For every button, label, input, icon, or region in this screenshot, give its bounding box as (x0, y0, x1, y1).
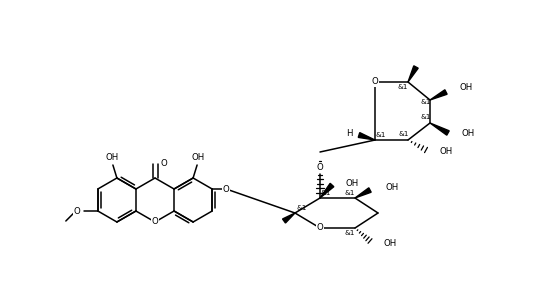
Text: O: O (161, 159, 167, 168)
Text: OH: OH (440, 146, 453, 155)
Polygon shape (408, 66, 418, 82)
Text: O: O (372, 77, 378, 86)
Text: &1: &1 (421, 99, 431, 105)
Text: O: O (317, 223, 323, 233)
Text: O: O (73, 207, 80, 216)
Polygon shape (358, 133, 375, 140)
Text: &1: &1 (345, 230, 355, 236)
Polygon shape (320, 183, 334, 198)
Text: &1: &1 (297, 205, 307, 211)
Text: &1: &1 (399, 131, 409, 137)
Text: H: H (346, 129, 353, 139)
Text: OH: OH (460, 84, 473, 93)
Text: O: O (317, 164, 323, 173)
Text: &1: &1 (376, 132, 386, 138)
Text: &1: &1 (345, 190, 355, 196)
Text: OH: OH (462, 129, 475, 139)
Text: &1: &1 (398, 84, 408, 90)
Polygon shape (430, 90, 447, 100)
Text: OH: OH (191, 153, 205, 162)
Text: O: O (152, 217, 158, 226)
Polygon shape (283, 213, 295, 223)
Text: OH: OH (384, 239, 397, 248)
Text: &1: &1 (421, 114, 431, 120)
Text: &1: &1 (321, 190, 331, 196)
Polygon shape (355, 188, 371, 198)
Text: OH: OH (105, 153, 118, 162)
Text: OH: OH (385, 182, 398, 191)
Text: OH: OH (346, 178, 359, 187)
Polygon shape (430, 123, 449, 135)
Text: O: O (223, 184, 230, 194)
